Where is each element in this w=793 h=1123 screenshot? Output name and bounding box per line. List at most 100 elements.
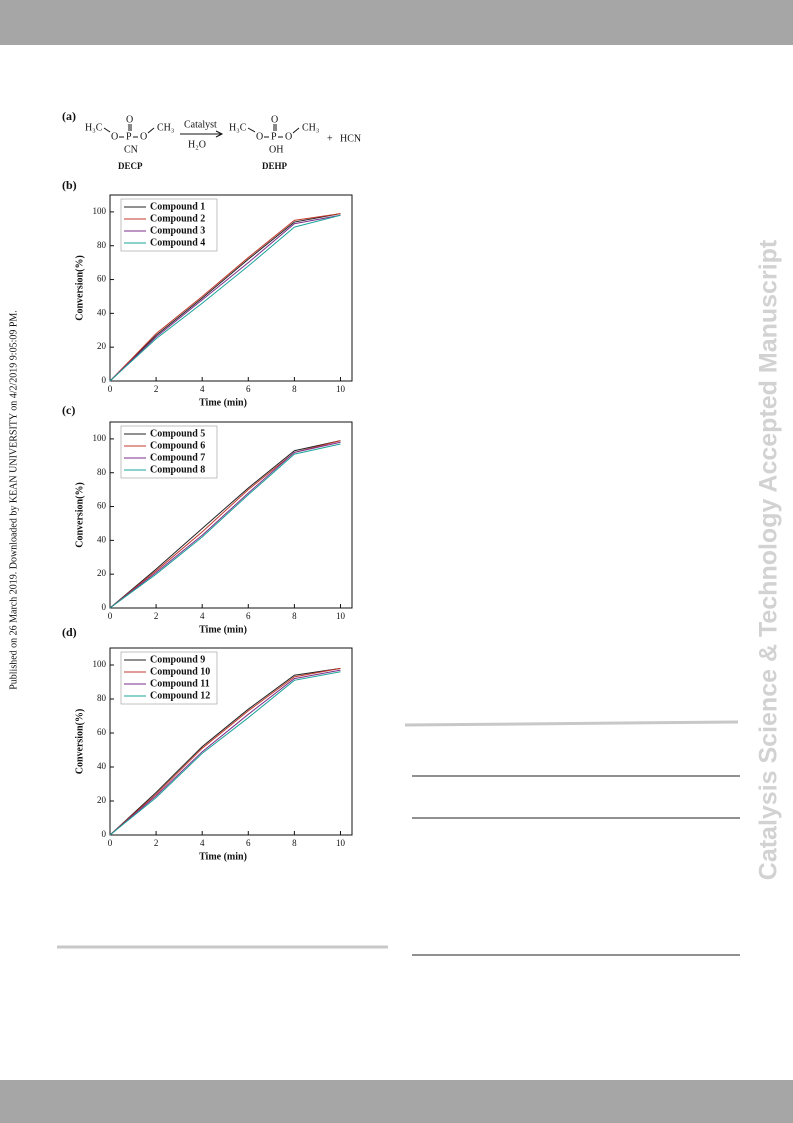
x-tick-label: 2 [154,384,159,394]
legend-label: Compound 9 [150,654,205,665]
compound-name: DECP [118,161,143,171]
plot-frame [109,421,353,609]
x-axis-label: Time (min) [199,851,247,862]
atom: CH₃ [157,122,174,133]
plus: + [327,133,333,144]
chart: (c) 0 20 40 60 80 100 0 2 4 6 8 10 Time (min) Conversi… [62,403,353,635]
side-note: Published on 26 March 2019. Downloaded b… [8,310,19,690]
series-line [109,671,341,836]
legend-label: Compound 11 [150,678,210,689]
bonds [103,124,155,138]
bonds [247,124,300,138]
y-tick-label: 100 [93,659,107,669]
atom: O [271,114,278,125]
y-tick-label: 100 [93,433,107,443]
legend-label: Compound 4 [150,237,205,248]
y-tick-label: 80 [97,693,107,703]
header-bar [0,0,793,45]
series-line [109,440,341,609]
x-tick-label: 0 [108,611,113,621]
y-tick-label: 60 [97,274,107,284]
x-tick-label: 10 [336,611,346,621]
chart: (b) 0 20 40 60 80 100 0 2 4 6 8 10 Time (min) Conversi… [62,178,353,408]
x-tick-label: 4 [200,611,205,621]
y-axis-label: Conversion(%) [74,482,85,548]
x-tick-label: 8 [292,838,297,848]
x-axis-label: Time (min) [199,397,247,408]
x-tick-label: 6 [246,384,251,394]
catalyst: Catalyst [184,119,217,130]
x-axis-label: Time (min) [199,624,247,635]
series-line [109,667,341,836]
x-tick-label: 10 [336,384,346,394]
legend-label: Compound 8 [150,464,205,475]
series-line [109,443,341,609]
legend-label: Compound 7 [150,452,205,463]
byproduct: HCN [340,133,361,144]
atom: CN [124,144,138,155]
panel-label: (a) [62,109,76,123]
panel-label: (c) [62,403,75,417]
atom: O [126,114,133,125]
atom: H₃C [229,122,247,133]
y-tick-label: 40 [97,534,107,544]
panel-label: (b) [62,178,77,192]
footer-bar [0,1080,793,1123]
y-tick-label: 60 [97,501,107,511]
y-tick-label: 0 [102,602,107,612]
x-tick-label: 8 [292,611,297,621]
rule [404,720,739,727]
atom: CH₃ [302,122,319,133]
x-tick-label: 2 [154,611,159,621]
series-line [109,213,341,382]
legend-label: Compound 2 [150,213,205,224]
atom: O [285,131,292,142]
y-tick-label: 20 [97,341,107,351]
y-tick-label: 0 [102,375,107,385]
series-line [109,441,341,609]
atom: OH [269,144,283,155]
y-tick-label: 80 [97,467,107,477]
series-line [109,667,341,836]
y-axis-label: Conversion(%) [74,255,85,321]
legend-frame [120,425,218,479]
y-tick-label: 60 [97,727,107,737]
atom: O [140,131,147,142]
atom: H₃C [85,122,103,133]
series-line [109,214,341,382]
series-line [109,214,341,382]
x-tick-label: 2 [154,838,159,848]
chart: (d) 0 20 40 60 80 100 0 2 4 6 8 10 Time (min) Conversi… [62,625,353,862]
x-tick-label: 10 [336,838,346,848]
x-tick-label: 0 [108,384,113,394]
atom: P [126,131,132,142]
x-tick-label: 4 [200,838,205,848]
x-tick-label: 6 [246,838,251,848]
y-tick-label: 40 [97,307,107,317]
legend-label: Compound 1 [150,201,205,212]
y-tick-label: 20 [97,795,107,805]
panel-label: (d) [62,625,77,639]
compound-name: DEHP [262,161,288,171]
y-tick-label: 40 [97,761,107,771]
legend-label: Compound 5 [150,428,205,439]
series-line [109,669,341,836]
reaction-scheme: (a) H₃C O P O CH₃ O CN DECP Catalyst H₂O… [62,109,361,171]
y-tick-label: 0 [102,829,107,839]
plot-frame [109,194,353,382]
y-tick-label: 80 [97,240,107,250]
series-line [109,213,341,382]
x-tick-label: 8 [292,384,297,394]
atom: O [256,131,263,142]
y-tick-label: 20 [97,568,107,578]
legend-label: Compound 3 [150,225,205,236]
plot-frame [109,647,353,836]
legend-frame [120,198,218,252]
legend-label: Compound 6 [150,440,205,451]
arrow-head [215,130,224,138]
legend-label: Compound 12 [150,690,210,701]
solvent: H₂O [188,139,206,150]
atom: O [111,131,118,142]
x-tick-label: 0 [108,838,113,848]
